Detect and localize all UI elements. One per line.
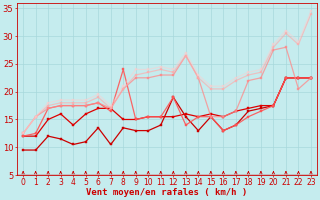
X-axis label: Vent moyen/en rafales ( km/h ): Vent moyen/en rafales ( km/h ) xyxy=(86,188,248,197)
